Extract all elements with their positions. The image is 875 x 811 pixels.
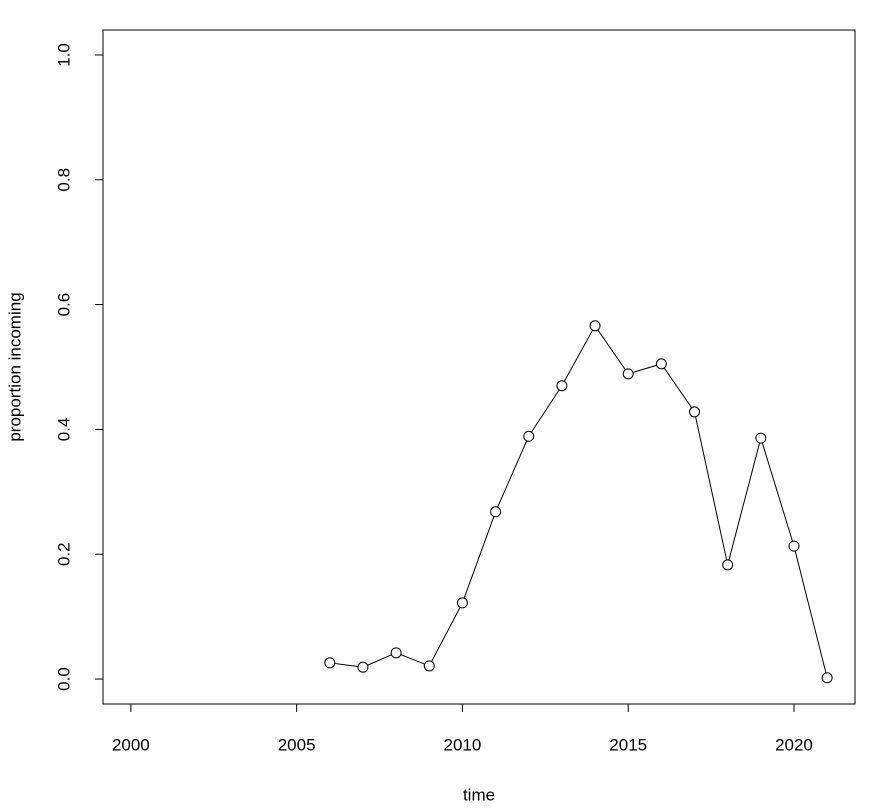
data-point [456,597,468,609]
x-tick-label: 2000 [112,735,150,754]
y-tick-label: 0.2 [54,542,73,566]
data-point [689,406,701,418]
data-line [329,324,828,678]
data-point [556,380,568,392]
y-tick-label: 0.4 [54,418,73,442]
data-point [589,320,601,332]
data-point [423,660,435,672]
data-point [655,358,667,370]
data-point [788,540,800,552]
data-point [324,657,336,669]
data-point [821,672,833,684]
y-tick-label: 0.6 [54,293,73,317]
data-point [622,368,634,380]
y-tick-label: 1.0 [54,43,73,67]
y-tick-label: 0.0 [54,667,73,691]
x-tick-label: 2015 [609,735,647,754]
x-axis-label: time [463,785,495,804]
data-point [490,506,502,518]
y-axis-label: proportion incoming [5,292,24,441]
x-tick-label: 2020 [775,735,813,754]
x-tick-label: 2010 [444,735,482,754]
data-point [722,559,734,571]
x-tick-label: 2005 [278,735,316,754]
data-point [357,661,369,673]
plot-frame [102,29,856,705]
data-point [523,430,535,442]
y-tick-label: 0.8 [54,168,73,192]
data-point [755,432,767,444]
data-point [390,647,402,659]
